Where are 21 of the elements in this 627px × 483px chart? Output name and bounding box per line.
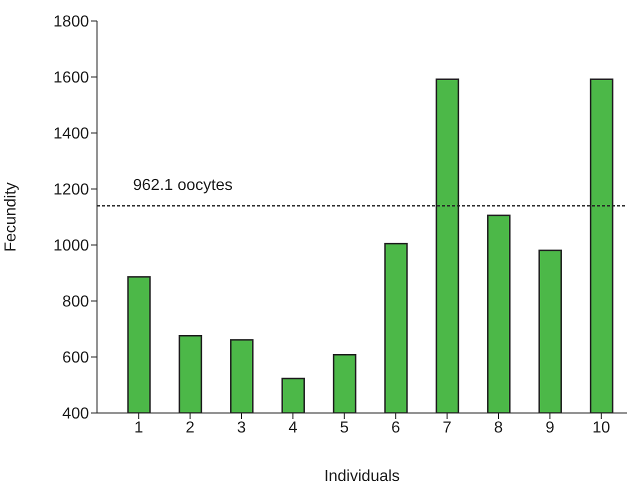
x-tick-label: 8 <box>494 419 504 436</box>
x-tick-label: 10 <box>592 419 610 436</box>
y-tick-label: 1600 <box>53 70 90 87</box>
x-tick-label: 3 <box>237 419 246 436</box>
y-axis-title: Fecundity <box>2 182 20 252</box>
y-tick-label: 800 <box>62 294 90 311</box>
y-tick-label: 600 <box>62 350 90 367</box>
ref-line-label: 962.1 oocytes <box>133 176 233 194</box>
x-tick-label: 6 <box>391 419 400 436</box>
x-tick-label: 2 <box>186 419 195 436</box>
x-tick-label: 4 <box>288 419 298 436</box>
x-tick-label: 5 <box>340 419 349 436</box>
y-tick-label: 1400 <box>53 126 90 143</box>
x-tick-label: 1 <box>134 419 144 436</box>
x-tick-label: 7 <box>442 419 452 436</box>
y-tick-label: 1200 <box>53 182 90 199</box>
y-tick-label: 400 <box>62 406 90 423</box>
y-tick-label: 1000 <box>53 238 90 255</box>
y-tick-label: 1800 <box>53 14 90 31</box>
x-tick-label: 9 <box>545 419 554 436</box>
x-axis-title: Individuals <box>324 468 400 483</box>
